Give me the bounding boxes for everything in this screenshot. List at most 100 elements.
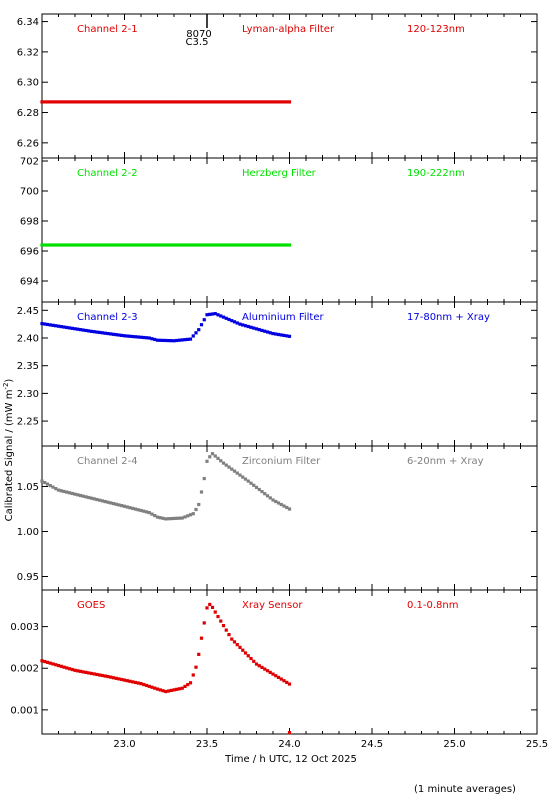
panel-goes-point bbox=[147, 684, 151, 688]
panel-channel-2-4-point bbox=[263, 492, 267, 496]
panel-channel-2-1-filter-label: Lyman-alpha Filter bbox=[242, 24, 335, 35]
panel-channel-2-3-point bbox=[210, 312, 215, 316]
panel-channel-2-1-point bbox=[67, 100, 72, 104]
panel-channel-2-1-point bbox=[205, 100, 209, 104]
panel-channel-2-3-point bbox=[282, 333, 286, 338]
panel-channel-2-1-point bbox=[191, 100, 195, 104]
panel-channel-2-1-ytick-label: 6.32 bbox=[17, 47, 39, 58]
panel-channel-2-2-point bbox=[243, 243, 248, 247]
panel-channel-2-2-point bbox=[219, 243, 223, 247]
panel-channel-2-1-point bbox=[56, 100, 61, 104]
panel-channel-2-3-point bbox=[285, 334, 289, 338]
panel-channel-2-3-point bbox=[95, 330, 99, 334]
panel-channel-2-1-ytick-label: 6.30 bbox=[17, 78, 39, 89]
panel-channel-2-3-band-label: 17-80nm + Xray bbox=[407, 312, 490, 323]
panel-channel-2-2-point bbox=[202, 243, 206, 247]
panel-channel-2-1-point bbox=[285, 100, 289, 104]
panel-channel-2-1-point bbox=[43, 100, 47, 104]
panel-channel-2-2-point bbox=[40, 243, 44, 247]
x-tick-label: 25.5 bbox=[526, 739, 548, 750]
panel-goes-point bbox=[65, 666, 69, 670]
panel-goes-point bbox=[122, 678, 127, 682]
panel-channel-2-3-point bbox=[202, 318, 206, 322]
panel-channel-2-2-point bbox=[56, 243, 61, 247]
panel-channel-2-3-point bbox=[89, 329, 94, 333]
panel-channel-2-4-point bbox=[219, 459, 223, 463]
panel-channel-2-1-point bbox=[120, 100, 124, 104]
panel-channel-2-4-ytick-label: 0.95 bbox=[17, 572, 39, 583]
panel-goes-point bbox=[59, 664, 63, 668]
panel-channel-2-4-series bbox=[40, 452, 292, 521]
panel-channel-2-3-point bbox=[213, 312, 217, 316]
panel-channel-2-3-point bbox=[265, 330, 270, 334]
panel-channel-2-2-point bbox=[103, 243, 107, 247]
panel-channel-2-1-point bbox=[194, 100, 198, 104]
panel-channel-2-4-point bbox=[246, 479, 250, 483]
panel-goes-point bbox=[92, 672, 96, 676]
panel-channel-2-1-point bbox=[106, 100, 110, 104]
panel-goes-point bbox=[274, 674, 278, 678]
panel-channel-2-2-point bbox=[260, 243, 264, 247]
panel-goes-point bbox=[117, 677, 121, 681]
panel-goes-point bbox=[100, 673, 105, 678]
panel-channel-2-3-point bbox=[131, 334, 135, 339]
panel-goes-point bbox=[238, 645, 242, 650]
panel-channel-2-1-point bbox=[109, 100, 113, 104]
panel-channel-2-1-point bbox=[62, 100, 66, 104]
panel-channel-2-1-point bbox=[254, 100, 259, 104]
panel-channel-2-4-point bbox=[271, 498, 275, 502]
panel-channel-2-1-point bbox=[59, 100, 63, 104]
panel-goes-point bbox=[133, 680, 138, 685]
panel-channel-2-1-point bbox=[122, 100, 127, 104]
panel-goes-point bbox=[224, 628, 228, 632]
panel-channel-2-4-point bbox=[153, 514, 157, 518]
panel-channel-2-2-point bbox=[76, 243, 80, 247]
panel-channel-2-2-point bbox=[87, 243, 91, 247]
panel-channel-2-2-point bbox=[142, 243, 146, 247]
panel-channel-2-3-point bbox=[230, 319, 234, 323]
panel-channel-2-2-point bbox=[180, 243, 184, 247]
panel-goes-point bbox=[205, 606, 209, 610]
panel-goes-point bbox=[166, 689, 171, 693]
panel-goes-point bbox=[51, 662, 55, 666]
panel-channel-2-2-point bbox=[158, 243, 162, 247]
panel-channel-2-4-point bbox=[117, 503, 121, 507]
panel-goes-point bbox=[282, 679, 286, 683]
panel-channel-2-1-point bbox=[40, 100, 44, 104]
panel-channel-2-1-point bbox=[227, 100, 231, 104]
panel-goes-point bbox=[136, 681, 140, 685]
panel-channel-2-1-ytick-label: 6.28 bbox=[17, 108, 39, 119]
panel-channel-2-2-point bbox=[254, 243, 259, 247]
panel-channel-2-2-point bbox=[235, 243, 239, 247]
panel-channel-2-4-point bbox=[260, 490, 264, 494]
panel-channel-2-3-point bbox=[51, 323, 55, 327]
panel-channel-2-2-point bbox=[265, 243, 270, 247]
panel-channel-2-4-point bbox=[67, 491, 72, 495]
panel-channel-2-1-point bbox=[271, 100, 275, 104]
panel-channel-2-3-point bbox=[164, 338, 168, 343]
panel-goes-point bbox=[67, 667, 72, 671]
panel-channel-2-3-point bbox=[177, 338, 182, 342]
panel-channel-2-3-point bbox=[172, 339, 176, 343]
panel-channel-2-2-point bbox=[133, 243, 138, 247]
panel-channel-2-3-point bbox=[62, 325, 66, 329]
panel-channel-2-4-point bbox=[161, 516, 165, 520]
panel-goes-point bbox=[232, 640, 237, 644]
panel-channel-2-3-point bbox=[219, 314, 223, 318]
panel-channel-2-2-band-label: 190-222nm bbox=[407, 168, 465, 179]
panel-channel-2-3-point bbox=[114, 333, 118, 337]
panel-channel-2-1-point bbox=[279, 100, 283, 104]
panel-channel-2-3-point bbox=[238, 322, 242, 326]
panel-channel-2-3-point bbox=[257, 328, 261, 332]
panel-channel-2-4-point bbox=[128, 506, 132, 510]
panel-channel-2-4-point bbox=[274, 499, 278, 504]
panel-goes-point bbox=[287, 682, 292, 686]
panel-channel-2-2-ytick-label: 698 bbox=[20, 217, 39, 228]
x-tick-label: 24.0 bbox=[278, 739, 300, 750]
panel-channel-2-2-point bbox=[172, 243, 176, 247]
panel-goes-ytick-label: 0.003 bbox=[10, 622, 39, 633]
panel-channel-2-2-point bbox=[100, 243, 105, 247]
panel-channel-2-4-point bbox=[164, 517, 168, 521]
panel-channel-2-2: 694 696 698 700 702 Channel 2-2 Herzberg Filte… bbox=[20, 157, 538, 303]
